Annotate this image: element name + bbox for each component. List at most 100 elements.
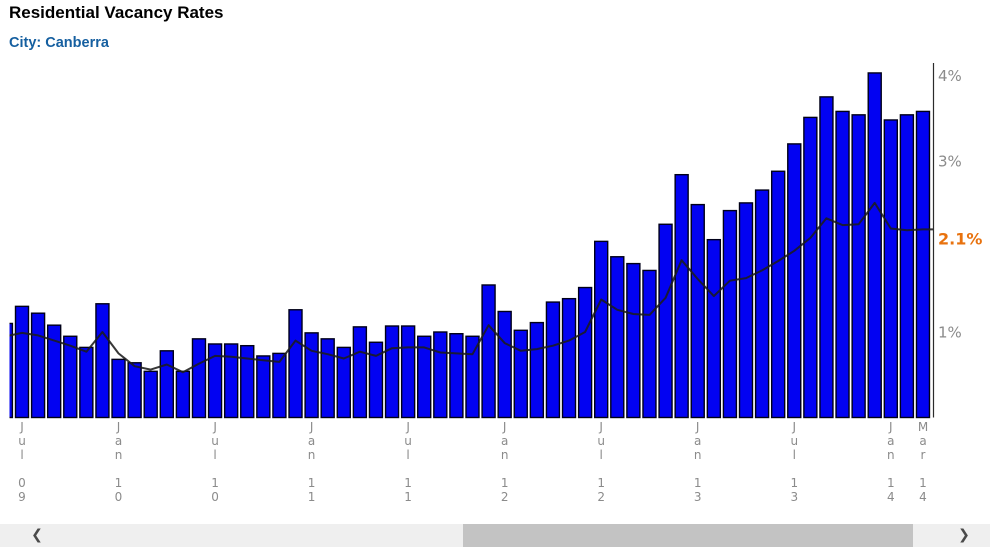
svg-text:M: M — [918, 420, 928, 434]
bar[interactable] — [545, 301, 561, 419]
bar[interactable] — [223, 343, 239, 419]
svg-text:2: 2 — [501, 490, 509, 504]
bar[interactable] — [368, 341, 384, 419]
bar[interactable] — [803, 116, 818, 419]
bar[interactable] — [754, 189, 770, 419]
bar[interactable] — [722, 209, 738, 419]
bar[interactable] — [658, 223, 673, 419]
bar[interactable] — [288, 309, 303, 419]
svg-text:u: u — [597, 434, 605, 448]
bar[interactable] — [915, 110, 931, 419]
svg-text:J: J — [888, 420, 893, 434]
scrollbar-thumb[interactable] — [463, 524, 913, 547]
bar-series — [0, 72, 931, 419]
svg-text:4: 4 — [919, 490, 927, 504]
bar[interactable] — [95, 303, 110, 419]
bar[interactable] — [465, 335, 480, 419]
bar[interactable] — [867, 72, 882, 419]
bar[interactable] — [256, 355, 271, 419]
svg-text:l: l — [793, 448, 796, 462]
bar[interactable] — [513, 329, 528, 419]
scroll-right-arrow-icon[interactable]: ❯ — [958, 527, 970, 543]
svg-text:3: 3 — [694, 490, 702, 504]
svg-text:l: l — [213, 448, 216, 462]
bar[interactable] — [642, 269, 657, 419]
bar[interactable] — [610, 256, 625, 419]
svg-text:l: l — [20, 448, 23, 462]
bar[interactable] — [417, 335, 432, 419]
svg-text:u: u — [211, 434, 219, 448]
svg-text:J: J — [19, 420, 24, 434]
bar[interactable] — [191, 338, 207, 419]
bar[interactable] — [175, 370, 191, 419]
svg-text:a: a — [115, 434, 122, 448]
bar[interactable] — [400, 325, 416, 419]
bar[interactable] — [14, 305, 30, 419]
bar[interactable] — [111, 358, 126, 419]
bar[interactable] — [706, 238, 722, 419]
bar[interactable] — [529, 321, 545, 419]
bar[interactable] — [835, 110, 850, 419]
bar[interactable] — [594, 240, 609, 419]
y-tick-label: 4% — [938, 67, 962, 85]
bar[interactable] — [127, 362, 142, 419]
x-tick-label: Jan 14 — [887, 420, 895, 504]
svg-text:1: 1 — [919, 476, 927, 490]
bar[interactable] — [738, 202, 754, 419]
bar[interactable] — [336, 346, 351, 419]
horizontal-scrollbar-track[interactable]: ❮ ❯ — [0, 524, 990, 547]
bar[interactable] — [770, 170, 786, 419]
svg-text:u: u — [18, 434, 26, 448]
svg-text:u: u — [404, 434, 412, 448]
svg-text:a: a — [919, 434, 926, 448]
bar[interactable] — [497, 310, 512, 419]
svg-text:n: n — [887, 448, 895, 462]
x-tick-label: Jul 09 — [18, 420, 26, 504]
svg-text:J: J — [598, 420, 603, 434]
city-subtitle: City: Canberra — [9, 35, 109, 51]
bar[interactable] — [433, 331, 448, 419]
bar[interactable] — [883, 119, 899, 419]
bar[interactable] — [304, 332, 319, 419]
bar[interactable] — [481, 284, 496, 419]
svg-text:1: 1 — [404, 490, 412, 504]
y-tick-label: 3% — [938, 153, 962, 171]
svg-text:n: n — [115, 448, 123, 462]
bar[interactable] — [240, 344, 255, 419]
bar[interactable] — [143, 370, 158, 419]
bar[interactable] — [46, 324, 62, 419]
bar[interactable] — [851, 114, 866, 419]
bar[interactable] — [79, 346, 94, 419]
bar[interactable] — [787, 143, 802, 419]
bar[interactable] — [819, 96, 834, 419]
bar[interactable] — [674, 173, 689, 419]
svg-text:J: J — [695, 420, 700, 434]
bar[interactable] — [690, 203, 705, 419]
bar[interactable] — [626, 262, 641, 419]
scroll-left-arrow-icon[interactable]: ❮ — [31, 527, 43, 543]
svg-text:J: J — [116, 420, 121, 434]
svg-text:n: n — [308, 448, 316, 462]
bar[interactable] — [30, 312, 46, 419]
svg-text:3: 3 — [790, 490, 798, 504]
svg-text:a: a — [308, 434, 315, 448]
bar[interactable] — [899, 114, 915, 419]
bar[interactable] — [272, 352, 287, 419]
svg-text:J: J — [309, 420, 314, 434]
y-tick-label: 1% — [938, 324, 962, 342]
bar[interactable] — [577, 286, 593, 419]
bar[interactable] — [63, 335, 78, 419]
x-tick-label: Mar 14 — [918, 420, 928, 504]
bar[interactable] — [384, 325, 400, 419]
bar[interactable] — [561, 297, 577, 419]
bar[interactable] — [0, 322, 14, 419]
svg-text:n: n — [694, 448, 702, 462]
bar[interactable] — [207, 343, 223, 419]
bar[interactable] — [449, 333, 464, 419]
bar[interactable] — [352, 326, 368, 419]
bar[interactable] — [159, 350, 175, 419]
bar[interactable] — [320, 338, 335, 419]
svg-text:l: l — [406, 448, 409, 462]
svg-text:4: 4 — [887, 490, 895, 504]
